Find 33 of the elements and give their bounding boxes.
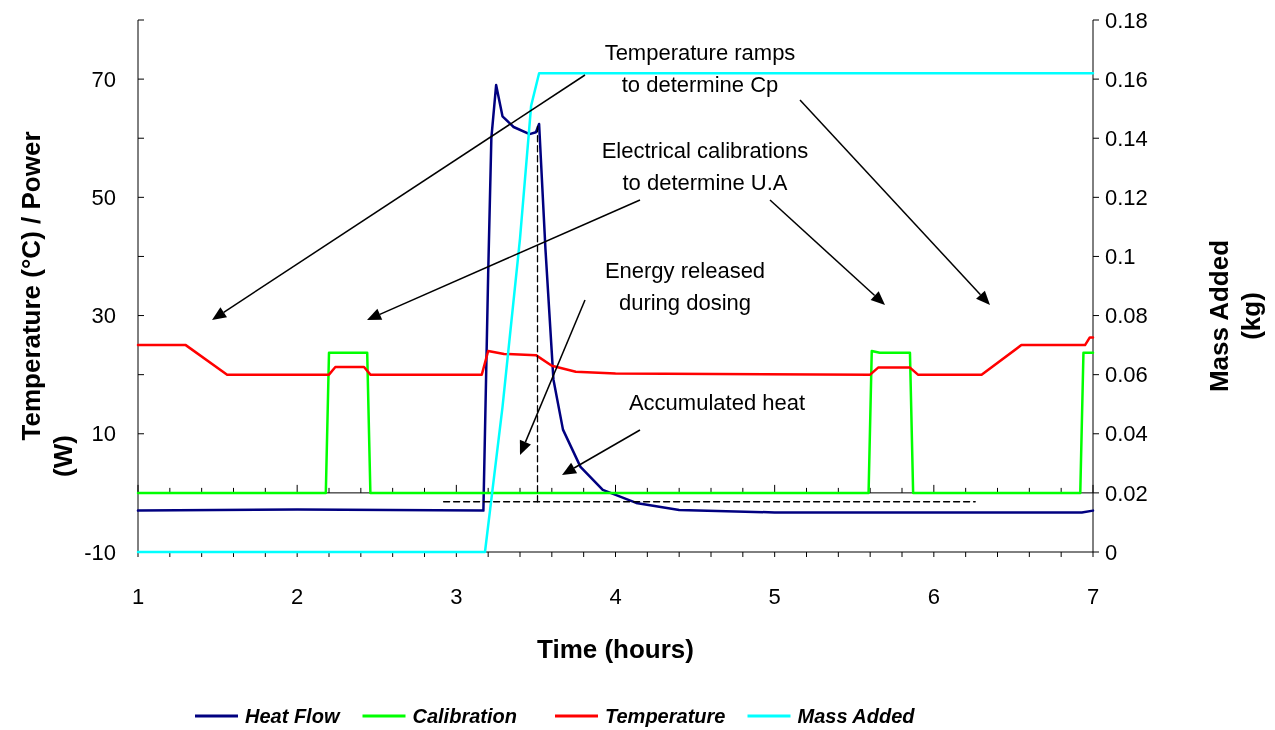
x-tick-label: 1 xyxy=(131,584,145,609)
y2-tick-label: 0.02 xyxy=(1105,480,1148,506)
y-tick-label: -10 xyxy=(84,539,116,565)
y2-tick-label: 0.08 xyxy=(1105,303,1148,329)
y-axis-title: Temperature (°C) / Power (W) xyxy=(16,131,78,477)
y2-tick-label: 0.04 xyxy=(1105,421,1148,447)
y2-tick-label: 0.1 xyxy=(1105,244,1136,270)
y-tick-label: 70 xyxy=(91,66,116,92)
annotation: Accumulated heat xyxy=(628,390,806,415)
y2-tick-label: 0.06 xyxy=(1105,362,1148,388)
annotation: Temperature ramps to determine Cp xyxy=(604,40,796,97)
y2-tick-label: 0 xyxy=(1105,539,1118,565)
y2-tick-label: 0.14 xyxy=(1105,125,1148,151)
y2-tick-label: 0.18 xyxy=(1105,7,1148,33)
x-tick-label: 6 xyxy=(927,584,940,609)
x-tick-label: 7 xyxy=(1086,584,1100,609)
y-tick-label: 30 xyxy=(91,303,116,329)
annotation: Energy released during dosing xyxy=(604,258,766,315)
y2-axis-title: Mass Added (kg) xyxy=(1204,239,1266,393)
x-tick-label: 4 xyxy=(609,584,622,609)
y2-tick-label: 0.12 xyxy=(1105,185,1148,211)
x-tick-label: 5 xyxy=(768,584,781,609)
legend-label: Heat Flow xyxy=(245,705,341,727)
x-tick-label: 3 xyxy=(450,584,463,609)
annotation: Electrical calibrations to determine U.A xyxy=(601,138,809,195)
legend-label: Calibration xyxy=(412,705,517,727)
legend-label: Temperature xyxy=(605,705,726,727)
y-tick-label: 50 xyxy=(91,185,116,211)
y2-tick-label: 0.16 xyxy=(1105,66,1148,92)
x-axis-title: Time (hours) xyxy=(537,634,694,664)
x-tick-label: 2 xyxy=(291,584,304,609)
y-tick-label: 10 xyxy=(91,421,116,447)
legend-label: Mass Added xyxy=(797,705,916,727)
